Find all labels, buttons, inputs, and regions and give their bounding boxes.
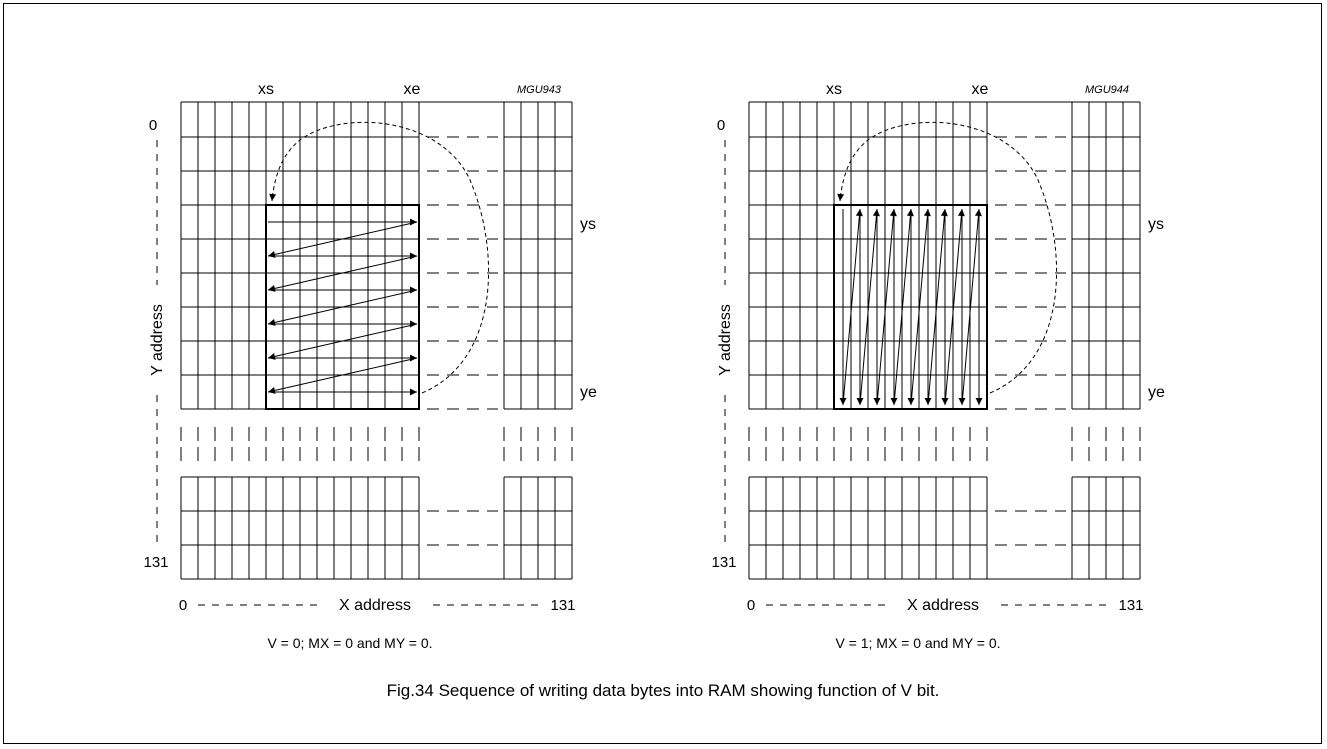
y-start-label: 0 xyxy=(717,117,725,134)
y-axis-label: Y address xyxy=(149,304,166,376)
return-arrow xyxy=(267,323,418,360)
x-end-label: 131 xyxy=(1118,597,1143,614)
ys-label: ys xyxy=(580,216,596,233)
return-arrow xyxy=(267,357,418,394)
wrap-around-arrow xyxy=(269,121,489,394)
xe-label: xe xyxy=(404,81,421,98)
y-end-label: 131 xyxy=(711,554,736,571)
write-window-box xyxy=(833,204,988,410)
x-start-label: 0 xyxy=(747,597,755,614)
wrap-around-arrow xyxy=(837,121,1057,394)
panel-condition: V = 0; MX = 0 and MY = 0. xyxy=(267,635,432,651)
panel-v0: xs xe MGU943 ys ye 0 131 Y address 0 X address 131… xyxy=(143,81,597,651)
figure-code: MGU943 xyxy=(517,84,562,96)
return-arrow xyxy=(961,208,982,406)
return-arrow xyxy=(910,208,931,406)
return-arrow xyxy=(267,255,418,292)
panel-condition: V = 1; MX = 0 and MY = 0. xyxy=(835,635,1000,651)
x-axis-label: X address xyxy=(339,597,411,614)
y-start-label: 0 xyxy=(149,117,157,134)
return-arrow xyxy=(893,208,914,406)
xe-label: xe xyxy=(972,81,989,98)
return-arrow xyxy=(842,208,863,406)
return-arrow xyxy=(944,208,965,406)
ye-label: ye xyxy=(580,384,597,401)
y-axis-label: Y address xyxy=(717,304,734,376)
return-arrow xyxy=(876,208,897,406)
figure-code: MGU944 xyxy=(1085,84,1129,96)
ys-label: ys xyxy=(1148,216,1164,233)
xs-label: xs xyxy=(826,81,842,98)
figure-frame xyxy=(3,3,1322,744)
x-axis-label: X address xyxy=(907,597,979,614)
return-arrow xyxy=(927,208,948,406)
x-start-label: 0 xyxy=(179,597,187,614)
x-end-label: 131 xyxy=(550,597,575,614)
panel-v1: xs xe MGU944 ys ye 0 131 Y address 0 X address 131… xyxy=(711,81,1165,651)
y-end-label: 131 xyxy=(143,554,168,571)
return-arrow xyxy=(859,208,880,406)
return-arrow xyxy=(267,289,418,326)
figure-caption: Fig.34 Sequence of writing data bytes in… xyxy=(387,681,940,700)
return-arrow xyxy=(267,221,418,258)
ye-label: ye xyxy=(1148,384,1165,401)
write-window-box xyxy=(265,204,420,410)
xs-label: xs xyxy=(258,81,274,98)
